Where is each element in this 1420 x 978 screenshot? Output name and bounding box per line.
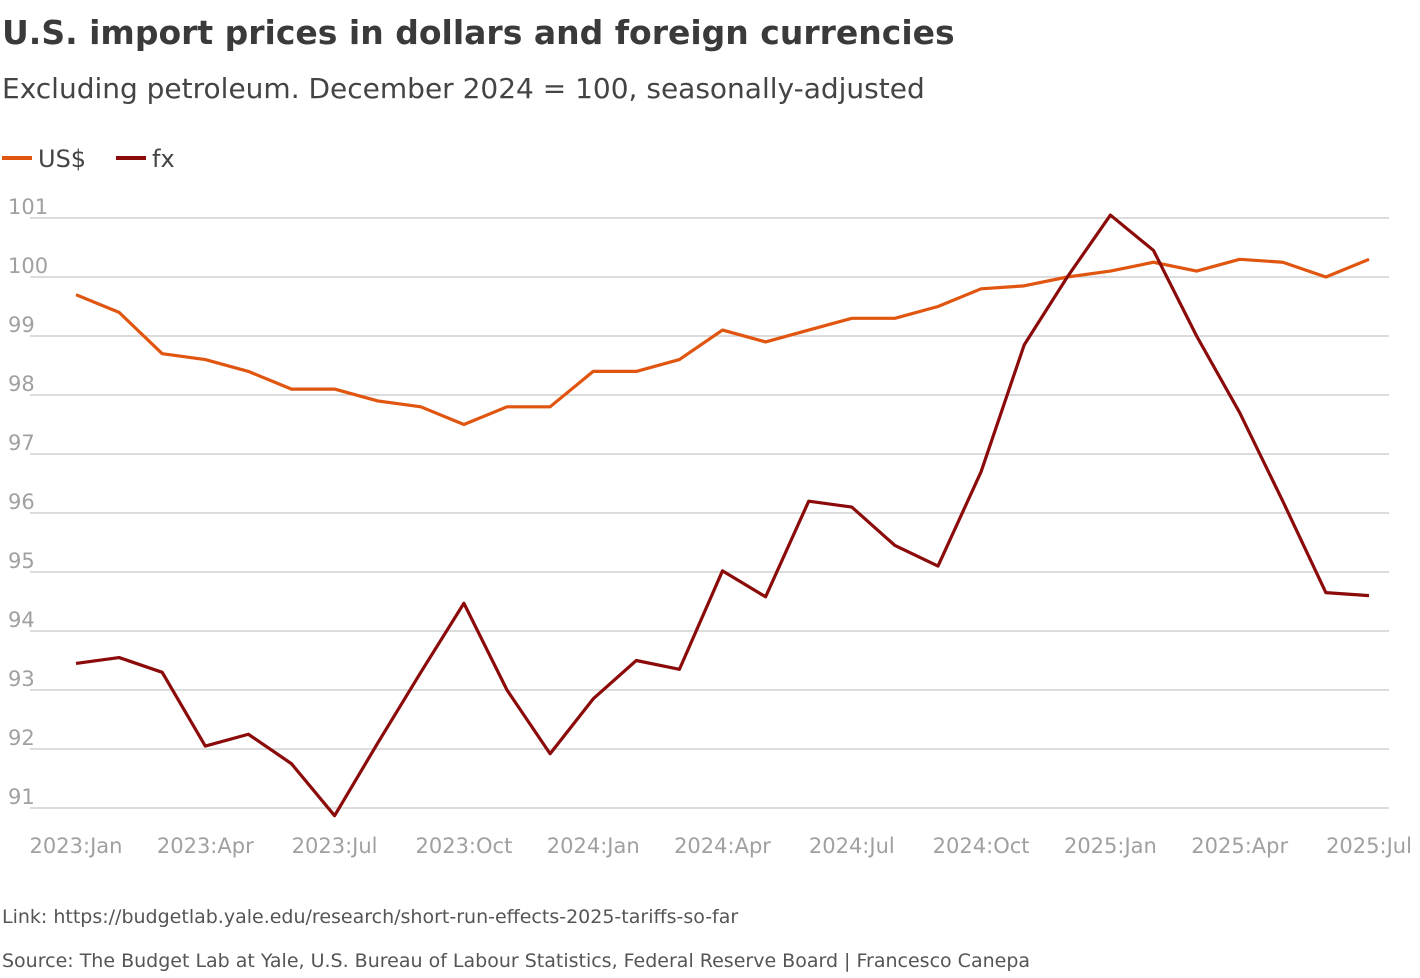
y-tick-label: 97: [8, 431, 35, 455]
y-tick-label: 101: [8, 195, 48, 219]
footer-source: Source: The Budget Lab at Yale, U.S. Bur…: [2, 950, 1030, 972]
x-tick-label: 2025:Jul: [1326, 834, 1412, 858]
y-tick-label: 96: [8, 490, 35, 514]
y-tick-label: 98: [8, 372, 35, 396]
footer-link: Link: https://budgetlab.yale.edu/researc…: [2, 906, 738, 928]
y-tick-label: 92: [8, 726, 35, 750]
legend: US$ fx: [2, 145, 175, 173]
x-tick-label: 2023:Jan: [30, 834, 123, 858]
y-tick-label: 91: [8, 785, 35, 809]
grid: [30, 217, 1389, 809]
x-tick-label: 2024:Oct: [933, 834, 1030, 858]
x-tick-label: 2023:Jul: [292, 834, 378, 858]
x-tick-label: 2025:Apr: [1191, 834, 1288, 858]
y-tick-label: 100: [8, 254, 48, 278]
x-tick-label: 2024:Apr: [674, 834, 771, 858]
x-tick-label: 2023:Apr: [157, 834, 254, 858]
x-tick-label: 2024:Jul: [809, 834, 895, 858]
y-tick-label: 99: [8, 313, 35, 337]
y-tick-label: 93: [8, 667, 35, 691]
x-tick-label: 2023:Oct: [415, 834, 512, 858]
chart-subtitle: Excluding petroleum. December 2024 = 100…: [2, 72, 925, 105]
x-tick-label: 2025:Jan: [1064, 834, 1157, 858]
y-tick-label: 95: [8, 549, 35, 573]
x-axis: 2023:Jan 2023:Apr 2023:Jul 2023:Oct 2024:Jan…: [30, 834, 1412, 858]
legend-label-usd: US$: [38, 145, 86, 173]
y-tick-label: 94: [8, 608, 35, 632]
series-line-fx: [75, 213, 1370, 818]
series-lines: [75, 213, 1370, 818]
chart-title: U.S. import prices in dollars and foreig…: [2, 13, 955, 52]
series-line-usd: [75, 257, 1370, 427]
legend-label-fx: fx: [152, 145, 175, 173]
y-axis: 91 92 93 94 95 96 97 98 99 100 101: [8, 195, 48, 809]
x-tick-label: 2024:Jan: [547, 834, 640, 858]
